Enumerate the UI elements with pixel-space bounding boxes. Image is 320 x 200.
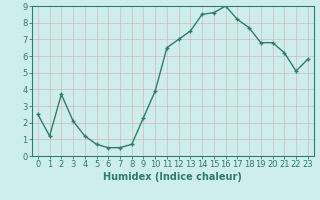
- X-axis label: Humidex (Indice chaleur): Humidex (Indice chaleur): [103, 172, 242, 182]
